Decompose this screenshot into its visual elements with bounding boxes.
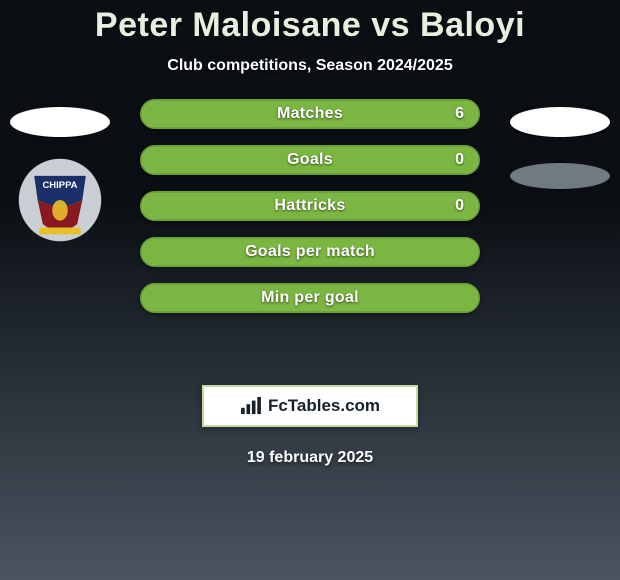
stat-bar-label: Hattricks xyxy=(142,193,478,219)
stat-bar: Hattricks0 xyxy=(140,191,480,221)
stat-bar-value: 0 xyxy=(455,193,464,219)
stat-bar: Min per goal xyxy=(140,283,480,313)
left-side: CHIPPA xyxy=(0,107,120,243)
stat-bar: Goals per match xyxy=(140,237,480,267)
left-oval xyxy=(10,107,110,137)
page-title: Peter Maloisane vs Baloyi xyxy=(0,0,620,45)
bar-chart-icon xyxy=(240,397,262,415)
right-oval-1 xyxy=(510,107,610,137)
brand-box: FcTables.com xyxy=(202,385,418,427)
right-side xyxy=(500,107,620,189)
stat-bar-label: Goals per match xyxy=(142,239,478,265)
stat-bar: Goals0 xyxy=(140,145,480,175)
comparison-arena: CHIPPA Matches6Goals0Hattricks0Goals per… xyxy=(0,107,620,367)
svg-text:CHIPPA: CHIPPA xyxy=(42,180,77,191)
right-oval-2 xyxy=(510,163,610,189)
club-crest: CHIPPA xyxy=(17,157,103,243)
stat-bar-label: Matches xyxy=(142,101,478,127)
stat-bar-label: Goals xyxy=(142,147,478,173)
stat-bar: Matches6 xyxy=(140,99,480,129)
date-text: 19 february 2025 xyxy=(0,449,620,467)
brand-text: FcTables.com xyxy=(268,396,380,416)
page-subtitle: Club competitions, Season 2024/2025 xyxy=(0,57,620,75)
stat-bars: Matches6Goals0Hattricks0Goals per matchM… xyxy=(140,99,480,313)
stat-bar-value: 6 xyxy=(455,101,464,127)
infographic: Peter Maloisane vs Baloyi Club competiti… xyxy=(0,0,620,580)
stat-bar-label: Min per goal xyxy=(142,285,478,311)
stat-bar-value: 0 xyxy=(455,147,464,173)
crest-svg: CHIPPA xyxy=(17,157,103,243)
